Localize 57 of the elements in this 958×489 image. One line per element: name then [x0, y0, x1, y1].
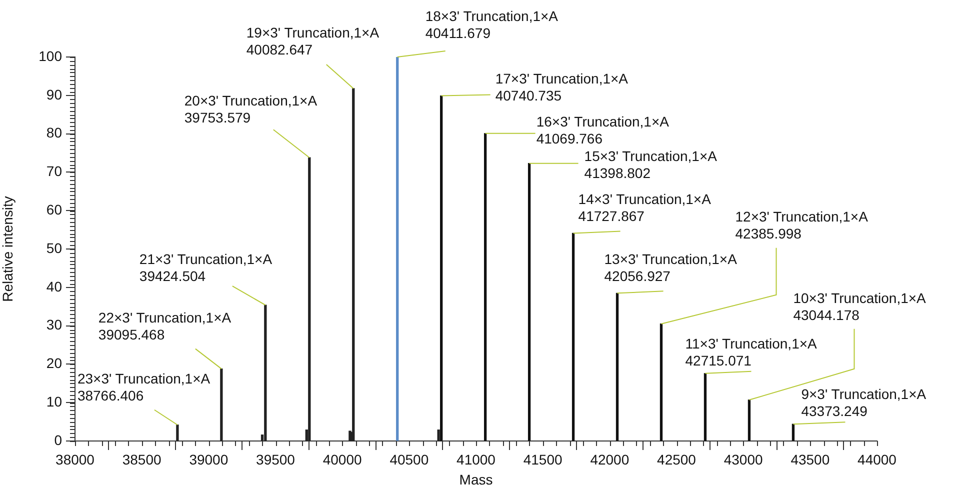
annotation: 15×3' Truncation,1×A 41398.802 — [584, 148, 718, 182]
y-tick-label: 80 — [46, 124, 62, 141]
x-tick-label: 41000 — [456, 451, 496, 468]
x-tick-label: 40500 — [390, 451, 429, 468]
y-tick-label: 50 — [46, 240, 62, 256]
bar — [396, 57, 399, 441]
x-tick-label: 38500 — [122, 451, 162, 468]
y-axis-title: Relative intensity — [0, 196, 16, 302]
y-tick-label: 40 — [46, 278, 62, 294]
y-tick-label: 90 — [46, 86, 62, 102]
bar — [176, 424, 179, 441]
x-tick-label: 42500 — [657, 451, 696, 468]
annotation: 14×3' Truncation,1×A 41727.867 — [578, 191, 712, 224]
annotation: 20×3' Truncation,1×A 39753.579 — [184, 92, 318, 126]
y-tick-label: 0 — [54, 432, 62, 448]
bar — [220, 368, 223, 441]
bar — [792, 424, 795, 441]
bar — [264, 304, 267, 441]
annotation: 16×3' Truncation,1×A 41069.766 — [536, 113, 670, 146]
bar — [528, 163, 531, 441]
x-tick-label: 39000 — [189, 451, 228, 468]
bar — [308, 157, 311, 441]
annotation: 11×3' Truncation,1×A 42715.071 — [685, 335, 818, 368]
bar — [660, 324, 663, 441]
annotation: 22×3' Truncation,1×A 39095.468 — [98, 310, 232, 343]
y-tick-label: 20 — [46, 355, 62, 372]
annotation: 13×3' Truncation,1×A 42056.927 — [604, 251, 738, 284]
annotation: 19×3' Truncation,1×A 40082.647 — [246, 24, 380, 58]
annotation: 17×3' Truncation,1×A 40740.735 — [495, 70, 629, 104]
annotation: 9×3' Truncation,1×A 43373.249 — [801, 386, 927, 419]
x-tick-label: 42000 — [590, 451, 630, 468]
x-tick-label: 38000 — [56, 451, 95, 468]
annotation: 10×3' Truncation,1×A 43044.178 — [793, 290, 927, 323]
bar — [437, 430, 440, 441]
y-tick-label: 60 — [46, 201, 62, 218]
bar — [704, 373, 707, 441]
x-tick-label: 41500 — [523, 451, 563, 468]
y-tick-label: 100 — [38, 48, 62, 64]
bar — [572, 232, 575, 441]
bar — [484, 133, 487, 441]
annotation: 12×3' Truncation,1×A 42385.998 — [735, 208, 869, 242]
bar — [440, 95, 443, 441]
annotation: 23×3' Truncation,1×A 38766.406 — [77, 370, 211, 404]
annotation: 21×3' Truncation,1×A 39424.504 — [139, 250, 273, 284]
y-tick-label: 70 — [46, 163, 62, 180]
x-tick-label: 43500 — [790, 451, 830, 468]
x-tick-label: 39500 — [256, 451, 296, 468]
x-tick-label: 43000 — [724, 451, 764, 468]
x-tick-label: 44000 — [858, 451, 897, 468]
bar — [616, 292, 619, 441]
annotation: 18×3' Truncation,1×A 40411.679 — [425, 8, 559, 41]
x-tick-label: 40000 — [322, 451, 362, 468]
x-axis-title: Mass — [459, 471, 493, 488]
bar — [352, 88, 355, 441]
bar — [748, 400, 751, 441]
y-tick-label: 30 — [46, 316, 62, 333]
y-tick-label: 10 — [46, 393, 62, 410]
